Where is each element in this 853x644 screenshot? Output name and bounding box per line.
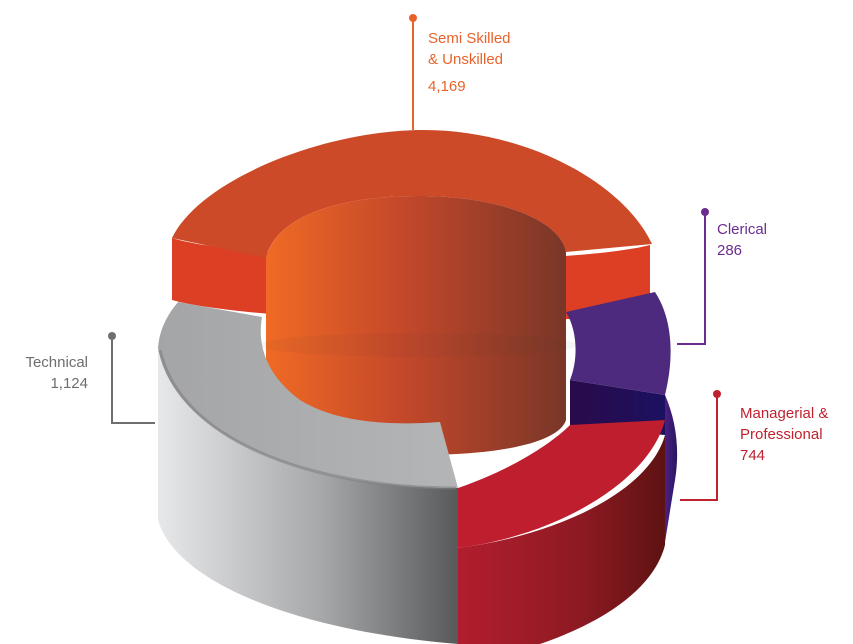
label-semi-skilled-value: 4,169	[428, 78, 466, 95]
leader-clerical-dot	[701, 208, 709, 216]
label-semi-skilled-line2: & Unskilled	[428, 51, 504, 68]
slice-managerial	[458, 420, 665, 644]
slice-managerial-side	[458, 435, 665, 644]
slice-clerical-outer-wall	[665, 395, 678, 542]
donut-hole-shadow	[258, 333, 578, 357]
label-managerial: Managerial & Professional 744	[740, 403, 828, 466]
slice-managerial-top	[458, 420, 665, 548]
label-semi-skilled-line1: Semi Skilled	[428, 30, 511, 47]
label-technical-value: 1,124	[50, 375, 88, 392]
label-technical-line1: Technical	[25, 354, 88, 371]
label-managerial-value: 744	[740, 447, 766, 464]
slice-clerical-top	[566, 292, 671, 395]
label-clerical-line1: Clerical	[717, 221, 768, 238]
slice-semi-skilled-top	[172, 129, 652, 258]
label-semi-skilled: Semi Skilled & Unskilled 4,169	[428, 28, 511, 97]
label-technical: Technical 1,124	[25, 352, 88, 394]
slice-clerical	[566, 292, 678, 542]
label-managerial-line1: Managerial &	[740, 405, 829, 422]
donut-inner-wall	[266, 196, 566, 455]
label-managerial-line2: Professional	[740, 426, 823, 443]
slice-technical	[158, 302, 458, 644]
leader-semi-skilled-dot	[409, 14, 417, 22]
leader-clerical	[677, 208, 709, 345]
leader-managerial-dot	[713, 390, 721, 398]
leader-technical-dot	[108, 332, 116, 340]
leader-managerial	[680, 390, 721, 501]
slice-technical-top	[158, 302, 458, 488]
leader-semi-skilled	[409, 14, 417, 130]
leader-technical	[108, 332, 155, 424]
label-clerical-value: 286	[717, 242, 743, 259]
slice-technical-edge	[158, 349, 457, 490]
label-clerical: Clerical 286	[717, 219, 767, 261]
slice-technical-side	[158, 348, 458, 644]
